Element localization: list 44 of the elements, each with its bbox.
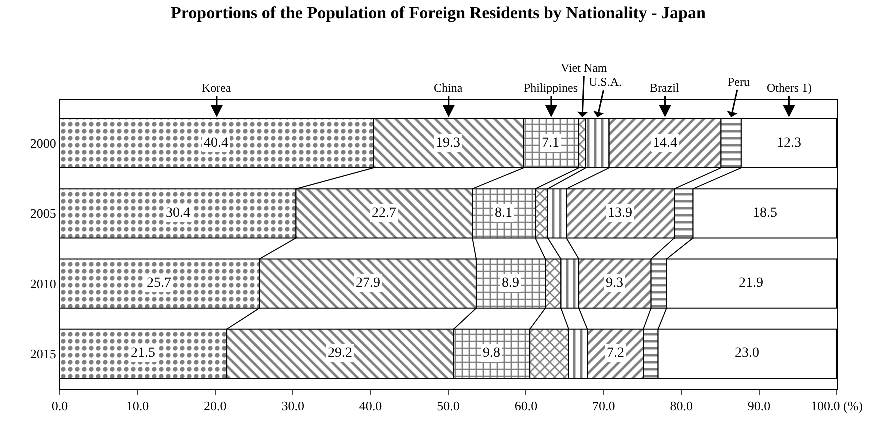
y-tick-label: 2010 [30,276,56,292]
x-tick-label: 20.0 [204,398,227,414]
text: Peru [728,75,750,89]
data-label: 22.7 [372,206,396,221]
x-tick-label: 40.0 [359,398,382,414]
x-tick-label: 70.0 [592,398,616,414]
data-label: 9.8 [483,346,500,361]
data-label: 25.7 [147,276,172,291]
series-label: Philippines [524,81,578,95]
data-label: 23.0 [735,346,760,361]
y-tick-label: 2000 [30,136,56,152]
series-label: Brazil [650,81,680,95]
y-tick-label: 2015 [30,346,56,362]
data-label: 27.9 [356,276,380,291]
y-tick-label: 2005 [30,206,56,222]
text: Viet Nam [561,61,608,75]
data-label: 40.4 [204,136,228,151]
series-label: Others 1) [767,81,812,95]
data-label: 7.1 [542,136,560,151]
data-label: 21.9 [739,276,764,291]
data-label: 21.5 [131,346,156,361]
data-label: 19.3 [436,136,460,151]
data-label: 8.9 [502,276,520,291]
series-label: China [434,81,464,95]
x-tick-label: 50.0 [437,398,460,414]
data-label: 13.9 [608,206,632,221]
x-tick-label: 30.0 [282,398,304,414]
data-label: 9.3 [606,276,624,291]
x-tick-label: 60.0 [514,398,538,414]
data-label: 30.4 [166,206,190,221]
x-tick-label: 10.0 [126,398,150,414]
data-label: 8.1 [495,206,512,221]
data-label: 7.2 [607,346,624,361]
data-label: 29.2 [328,346,352,361]
text: U.S.A. [589,75,622,89]
data-label: 18.5 [753,206,778,221]
x-tick-label: 80.0 [670,398,693,414]
x-tick-label: 0.0 [52,398,68,414]
x-tick-label: 100.0 (%) [811,398,863,414]
data-label: 12.3 [777,136,802,151]
series-label: Korea [202,81,232,95]
chart-title: Proportions of the Population of Foreign Residents by Nationality - Japan [171,3,706,22]
x-tick-label: 90.0 [748,398,771,414]
data-label: 14.4 [653,136,678,151]
